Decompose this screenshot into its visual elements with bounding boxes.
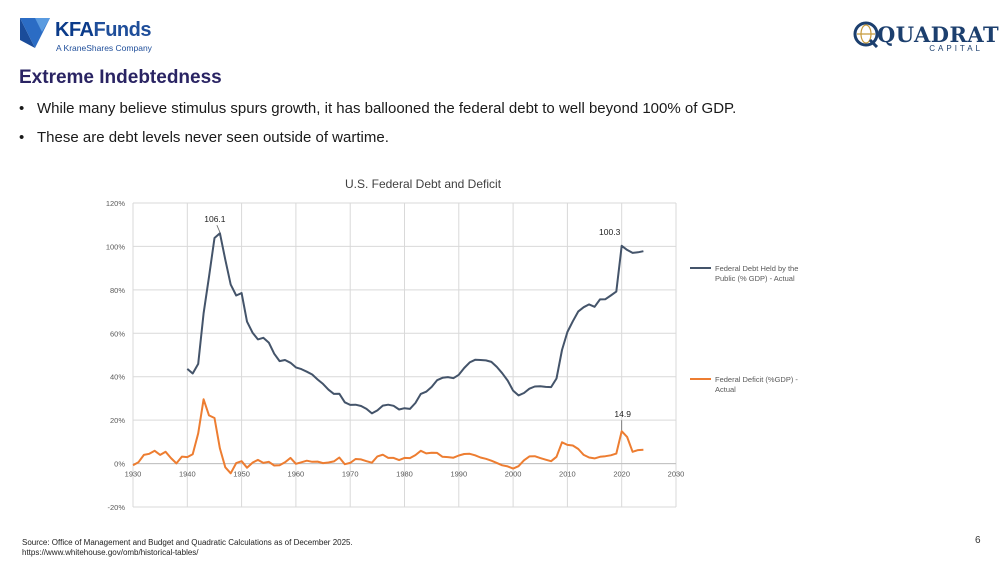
bullet-item: These are debt levels never seen outside… [19,129,919,147]
x-tick-label: 1950 [233,470,250,479]
y-tick-label: 60% [110,329,125,338]
bullet-list: While many believe stimulus spurs growth… [19,100,919,158]
bullet-item: While many believe stimulus spurs growth… [19,100,919,118]
y-tick-label: 80% [110,286,125,295]
data-label-leader [216,225,221,233]
data-label: 100.3 [599,227,621,237]
y-tick-label: 40% [110,373,125,382]
data-label: 14.9 [614,409,631,419]
quadratic-capital-logo: QUADRATIC CAPITAL [853,20,1000,56]
page-title: Extreme Indebtedness [19,67,222,88]
kfa-logo-mark-icon [20,18,50,48]
quadratic-sub: CAPITAL [929,44,983,53]
data-label: 106.1 [204,214,226,224]
deficit-series-line [132,398,644,475]
x-tick-label: 1990 [450,470,467,479]
x-tick-label: 2020 [613,470,630,479]
x-tick-label: 1940 [179,470,196,479]
legend-label: Federal Debt Held by the Public (% GDP) -… [715,264,798,283]
x-tick-label: 2000 [505,470,522,479]
debt-series-line [186,232,644,415]
x-tick-label: 1930 [125,470,142,479]
source-url: https://www.whitehouse.gov/omb/historica… [22,548,199,557]
x-tick-label: 1970 [342,470,359,479]
y-tick-label: 100% [106,242,126,251]
kfa-brand-text: KFAFunds [55,19,151,41]
x-tick-label: 2010 [559,470,576,479]
x-tick-label: 1980 [396,470,413,479]
y-tick-label: 120% [106,199,126,208]
y-tick-label: 20% [110,416,125,425]
page-number: 6 [975,535,981,546]
debt-deficit-chart: U.S. Federal Debt and Deficit 120% 100% 80%… [93,165,813,521]
chart-svg: U.S. Federal Debt and Deficit 120% 100% 80%… [106,177,799,512]
y-tick-label: -20% [107,503,125,512]
y-tick-label: 0% [114,460,125,469]
source-line: Source: Office of Management and Budget … [22,538,353,547]
kfa-funds-logo: KFAFunds A KraneShares Company [18,16,168,56]
legend-label: Federal Deficit (%GDP) -Actual [715,375,798,394]
kfa-tagline: A KraneShares Company [56,43,152,53]
source-note: Source: Office of Management and Budget … [22,538,353,558]
quadratic-globe-icon [853,21,879,48]
x-tick-label: 1960 [288,470,305,479]
quadratic-name: QUADRATIC [877,22,1000,47]
x-tick-label: 2030 [668,470,685,479]
chart-title: U.S. Federal Debt and Deficit [345,177,502,191]
